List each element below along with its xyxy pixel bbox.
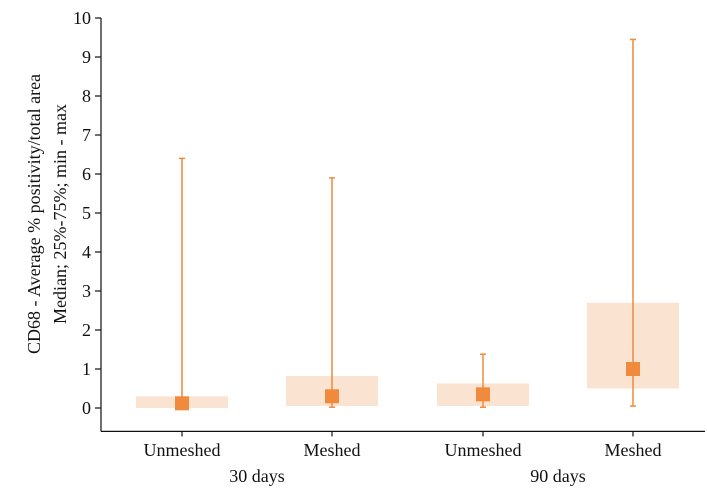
y-tick-label: 3	[82, 281, 91, 301]
median-marker	[175, 396, 189, 411]
median-marker	[325, 389, 339, 404]
median-marker	[476, 387, 490, 402]
x-tick-labels: Unmeshed Meshed Unmeshed Meshed	[144, 440, 662, 460]
x-tick-label: Meshed	[605, 440, 662, 460]
y-tick-label: 9	[82, 47, 91, 67]
plot-area	[136, 38, 679, 411]
y-axis-title-line-1: CD68 - Average % positivity/total area	[24, 74, 44, 354]
y-axis-title: CD68 - Average % positivity/total area M…	[24, 74, 70, 354]
y-tick-label: 10	[73, 8, 91, 28]
y-tick-label: 1	[82, 359, 91, 379]
box-group	[136, 157, 228, 411]
y-axis: 0 1 2 3 4 5 6 7 8 9 10	[73, 8, 102, 432]
y-tick-label: 0	[82, 398, 91, 418]
box-group	[437, 353, 529, 408]
x-tick-label: Unmeshed	[445, 440, 522, 460]
y-tick-label: 2	[82, 320, 91, 340]
box-group	[587, 38, 679, 407]
median-marker	[626, 362, 640, 376]
group-labels: 30 days 90 days	[229, 466, 586, 486]
y-tick-label: 8	[82, 86, 91, 106]
y-tick-label: 6	[82, 164, 91, 184]
group-label: 90 days	[530, 466, 586, 486]
y-tick-label: 4	[82, 242, 91, 262]
group-label: 30 days	[229, 466, 285, 486]
y-tick-label: 7	[82, 125, 91, 145]
y-tick-label: 5	[82, 203, 91, 223]
x-tick-label: Meshed	[304, 440, 361, 460]
x-tick-label: Unmeshed	[144, 440, 221, 460]
x-axis	[101, 430, 705, 437]
y-axis-title-line-2: Median; 25%-75%; min - max	[50, 104, 70, 324]
box-group	[286, 177, 378, 408]
